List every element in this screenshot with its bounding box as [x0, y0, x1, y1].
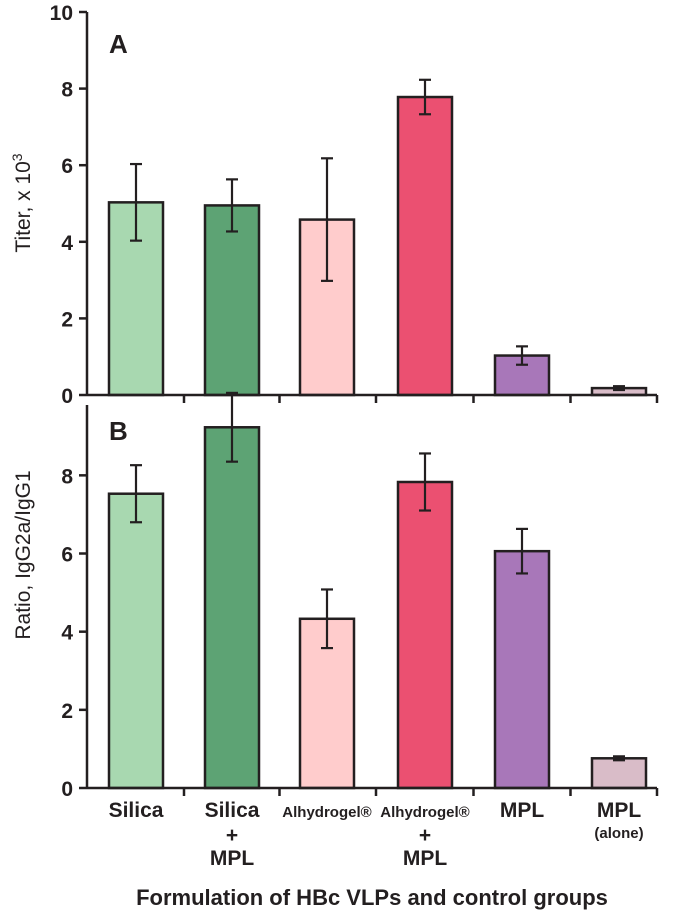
- x-category-label: Silica: [109, 799, 164, 822]
- bar: [203, 204, 261, 397]
- x-category-label: MPL: [597, 799, 642, 822]
- y-axis-title: Ratio, IgG2a/IgG1: [12, 470, 35, 639]
- x-category-label-line2: +: [419, 824, 431, 847]
- panel-letter: A: [109, 29, 128, 59]
- x-category-label: Silica: [205, 799, 260, 822]
- x-category-label-line3: MPL: [403, 847, 448, 870]
- y-tick-label: 2: [61, 308, 73, 331]
- y-axis-title: Titer, x 103: [9, 153, 35, 252]
- y-tick-label: 4: [61, 232, 73, 255]
- bar: [396, 480, 454, 790]
- y-tick-label: 0: [61, 778, 73, 801]
- panel-a-chart: 0 2 4 6 8 10 A Titer, x 103: [9, 2, 659, 408]
- y-tick-label: 8: [61, 79, 73, 102]
- bar: [107, 492, 165, 790]
- panel-letter: B: [109, 416, 128, 446]
- x-category-label: Alhydrogel®: [282, 804, 371, 821]
- panel-b-chart: 0 2 4 6 8 B Ratio, IgG2a/IgG1: [12, 391, 659, 801]
- x-category-label-line2: (alone): [594, 825, 643, 842]
- x-category-label-line2: +: [226, 824, 238, 847]
- y-tick-label: 10: [50, 2, 73, 25]
- y-tick-label: 6: [61, 155, 73, 178]
- bar: [396, 95, 454, 397]
- bar: [203, 426, 261, 790]
- y-axis-title-superscript: 3: [9, 153, 25, 161]
- y-tick-label: 8: [61, 465, 73, 488]
- x-axis-title: Formulation of HBc VLPs and control grou…: [136, 885, 608, 910]
- y-tick-label: 2: [61, 700, 73, 723]
- bar: [493, 549, 551, 790]
- x-category-label: MPL: [500, 799, 545, 822]
- x-category-label-line3: MPL: [210, 847, 255, 870]
- y-tick-label: 0: [61, 385, 73, 408]
- y-tick-label: 6: [61, 544, 73, 567]
- x-category-label: Alhydrogel®: [380, 804, 469, 821]
- bar: [590, 757, 648, 790]
- y-tick-label: 4: [61, 622, 73, 645]
